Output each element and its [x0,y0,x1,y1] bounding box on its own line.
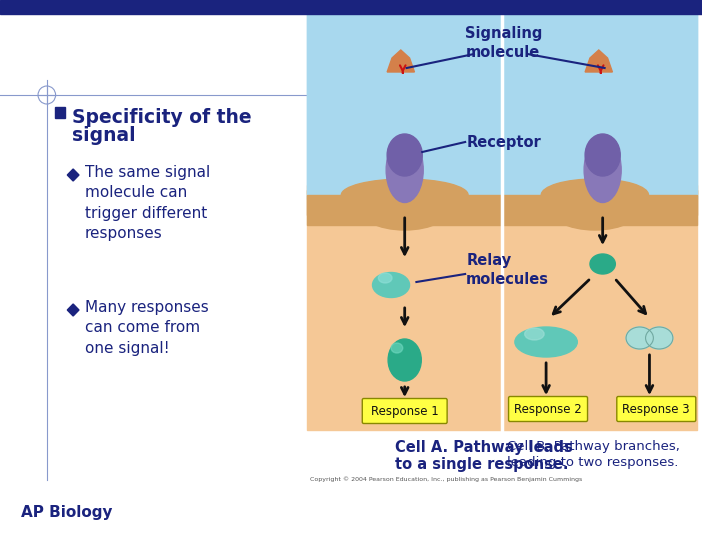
Text: leading to two responses.: leading to two responses. [507,456,678,469]
Ellipse shape [379,273,392,283]
Bar [55,107,66,118]
Ellipse shape [391,343,402,353]
Bar [0,0,702,14]
Text: Relay
molecules: Relay molecules [466,253,549,287]
Text: Response 2: Response 2 [514,402,582,415]
Polygon shape [387,50,415,72]
Text: AP Biology: AP Biology [22,505,113,520]
FancyBboxPatch shape [362,399,447,423]
Text: Cell B. Pathway branches,: Cell B. Pathway branches, [507,440,680,453]
Text: to a single response.: to a single response. [395,457,569,472]
Text: Signaling
molecule: Signaling molecule [464,26,542,59]
Bar [307,190,697,225]
Ellipse shape [386,138,423,202]
Polygon shape [67,169,79,181]
Text: Copyright © 2004 Pearson Education, Inc., publishing as Pearson Benjamin Cumming: Copyright © 2004 Pearson Education, Inc.… [310,476,582,482]
Ellipse shape [541,179,649,211]
Polygon shape [585,50,613,72]
Ellipse shape [388,339,421,381]
Text: Specificity of the: Specificity of the [72,108,252,127]
Bar [307,185,697,430]
Polygon shape [67,304,79,316]
Ellipse shape [515,327,577,357]
FancyBboxPatch shape [617,396,696,422]
Ellipse shape [584,138,621,202]
Ellipse shape [341,179,468,211]
Bar [307,195,697,215]
Ellipse shape [525,328,544,340]
Ellipse shape [387,134,422,176]
Text: Many responses
can come from
one signal!: Many responses can come from one signal! [85,300,209,356]
Ellipse shape [372,273,410,298]
Ellipse shape [590,254,616,274]
FancyBboxPatch shape [508,396,588,422]
Text: Cell A. Pathway leads: Cell A. Pathway leads [395,440,572,455]
Bar [307,14,697,199]
Text: The same signal
molecule can
trigger different
responses: The same signal molecule can trigger dif… [85,165,210,241]
Text: signal: signal [72,126,136,145]
Ellipse shape [356,180,454,230]
Bar [307,14,697,194]
Text: Response 1: Response 1 [371,404,438,417]
Text: Response 3: Response 3 [623,402,690,415]
Ellipse shape [585,134,620,176]
Ellipse shape [626,327,653,349]
Bar [0,14,307,540]
Text: Receptor: Receptor [466,134,541,150]
Ellipse shape [646,327,673,349]
Ellipse shape [546,180,644,230]
